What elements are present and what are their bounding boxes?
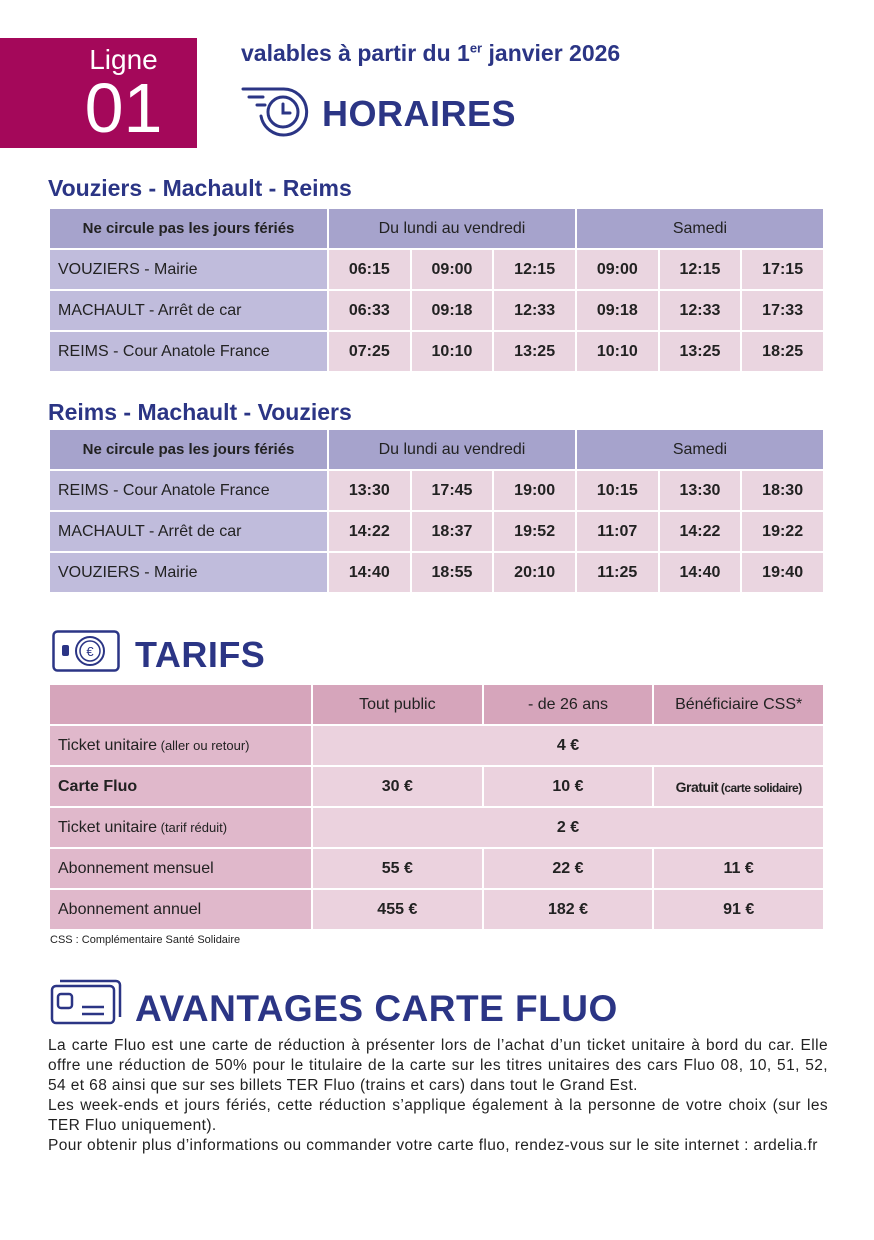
departure-time: 10:15 — [576, 471, 658, 510]
departure-time: 18:30 — [742, 471, 823, 510]
price: 2 € — [313, 808, 823, 847]
departure-time: 10:10 — [411, 332, 493, 371]
departure-time: 11:25 — [576, 553, 658, 592]
departure-time: 14:22 — [329, 512, 410, 551]
row-label: Ticket unitaire (aller ou retour) — [50, 726, 311, 765]
price: 11 € — [654, 849, 823, 888]
departure-time: 09:18 — [411, 291, 493, 330]
departure-time: 14:40 — [659, 553, 741, 592]
departure-time: 13:25 — [494, 332, 575, 371]
departure-time: 09:18 — [576, 291, 658, 330]
price: 55 € — [313, 849, 482, 888]
departure-time: 14:40 — [329, 553, 410, 592]
horaires-title: HORAIRES — [322, 93, 517, 134]
departure-time: 06:33 — [329, 291, 410, 330]
line-label: Ligne — [89, 44, 158, 75]
departure-time: 11:07 — [576, 512, 658, 551]
holiday-note: Ne circule pas les jours fériés — [50, 430, 327, 469]
departure-time: 19:40 — [742, 553, 823, 592]
departure-time: 13:25 — [659, 332, 741, 371]
price: 91 € — [654, 890, 823, 929]
holiday-note: Ne circule pas les jours fériés — [50, 209, 327, 248]
stop-name: MACHAULT - Arrêt de car — [50, 512, 327, 551]
price: 10 € — [483, 767, 653, 806]
table-row: VOUZIERS - Mairie 14:40 18:55 20:10 11:25 14:… — [50, 553, 823, 592]
stop-name: REIMS - Cour Anatole France — [50, 471, 327, 510]
departure-time: 19:52 — [494, 512, 575, 551]
departure-time: 12:15 — [659, 250, 741, 289]
line-badge: Ligne 01 — [0, 38, 197, 148]
weekday-header: Du lundi au vendredi — [329, 209, 575, 248]
schedule-table-return: Ne circule pas les jours fériés Du lundi … — [48, 428, 825, 594]
price: Gratuit (carte solidaire) — [654, 767, 823, 806]
table-row: VOUZIERS - Mairie 06:15 09:00 12:15 09:00 12:… — [50, 250, 823, 289]
price: 30 € — [313, 767, 482, 806]
table-row: REIMS - Cour Anatole France 07:25 10:10 13:… — [50, 332, 823, 371]
validity-date: valables à partir du 1er janvier 2026 — [241, 40, 621, 66]
departure-time: 07:25 — [329, 332, 410, 371]
avantages-text: La carte Fluo est une carte de réduction… — [48, 1037, 828, 1154]
departure-time: 19:22 — [742, 512, 823, 551]
stop-name: REIMS - Cour Anatole France — [50, 332, 327, 371]
stop-name: MACHAULT - Arrêt de car — [50, 291, 327, 330]
price: 455 € — [313, 890, 482, 929]
table-row: MACHAULT - Arrêt de car 06:33 09:18 12:33 09… — [50, 291, 823, 330]
departure-time: 17:33 — [742, 291, 823, 330]
stop-name: VOUZIERS - Mairie — [50, 553, 327, 592]
departure-time: 10:10 — [576, 332, 658, 371]
schedule-title: Reims - Machault - Vouziers — [48, 399, 352, 425]
departure-time: 09:00 — [411, 250, 493, 289]
saturday-header: Samedi — [576, 430, 823, 469]
col-header: Bénéficiaire CSS* — [654, 685, 823, 724]
price: 22 € — [483, 849, 653, 888]
stop-name: VOUZIERS - Mairie — [50, 250, 327, 289]
departure-time: 12:33 — [494, 291, 575, 330]
departure-time: 13:30 — [329, 471, 410, 510]
tarifs-table: Tout public - de 26 ans Bénéficiaire CSS* … — [48, 683, 825, 931]
price: 4 € — [313, 726, 823, 765]
row-label: Ticket unitaire (tarif réduit) — [50, 808, 311, 847]
avantages-title: AVANTAGES CARTE FLUO — [135, 988, 618, 1029]
departure-time: 18:25 — [742, 332, 823, 371]
tarifs-title: TARIFS — [135, 634, 266, 675]
line-number: 01 — [84, 69, 163, 147]
schedule-title: Vouziers - Machault - Reims — [48, 175, 352, 201]
schedule-table-outbound: Ne circule pas les jours fériés Du lundi … — [48, 207, 825, 373]
row-label: Carte Fluo — [50, 767, 311, 806]
weekday-header: Du lundi au vendredi — [329, 430, 575, 469]
svg-text:€: € — [86, 644, 94, 659]
row-label: Abonnement annuel — [50, 890, 311, 929]
departure-time: 14:22 — [659, 512, 741, 551]
col-header: - de 26 ans — [483, 685, 653, 724]
row-label: Abonnement mensuel — [50, 849, 311, 888]
departure-time: 19:00 — [494, 471, 575, 510]
departure-time: 09:00 — [576, 250, 658, 289]
card-icon — [50, 979, 122, 1025]
table-row: MACHAULT - Arrêt de car 14:22 18:37 19:52 11… — [50, 512, 823, 551]
departure-time: 20:10 — [494, 553, 575, 592]
departure-time: 17:45 — [411, 471, 493, 510]
table-row: REIMS - Cour Anatole France 13:30 17:45 19:… — [50, 471, 823, 510]
departure-time: 18:37 — [411, 512, 493, 551]
departure-time: 12:33 — [659, 291, 741, 330]
departure-time: 17:15 — [742, 250, 823, 289]
departure-time: 12:15 — [494, 250, 575, 289]
euro-card-icon: € — [52, 630, 120, 672]
departure-time: 18:55 — [411, 553, 493, 592]
departure-time: 13:30 — [659, 471, 741, 510]
footnote: CSS : Complémentaire Santé Solidaire — [50, 934, 241, 946]
col-header: Tout public — [313, 685, 482, 724]
price: 182 € — [483, 890, 653, 929]
clock-speed-icon — [241, 87, 309, 137]
departure-time: 06:15 — [329, 250, 410, 289]
saturday-header: Samedi — [576, 209, 823, 248]
